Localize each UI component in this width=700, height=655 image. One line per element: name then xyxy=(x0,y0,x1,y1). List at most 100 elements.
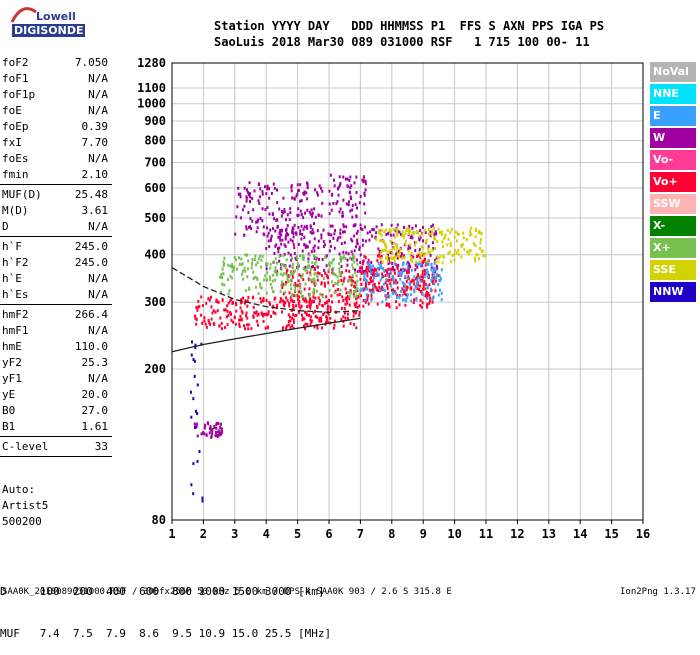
echo-point xyxy=(435,275,438,279)
legend-item: NNW xyxy=(650,282,696,302)
echo-point xyxy=(297,295,300,299)
echo-point xyxy=(235,215,238,219)
echo-point xyxy=(300,212,303,216)
echo-point xyxy=(400,271,403,275)
y-tick-label: 80 xyxy=(152,513,166,527)
echo-point xyxy=(341,211,344,215)
echo-point xyxy=(355,294,358,298)
echo-point xyxy=(439,255,442,259)
echo-point xyxy=(408,224,411,228)
echo-point xyxy=(451,253,454,257)
echo-point xyxy=(317,296,320,300)
echo-point xyxy=(370,268,373,272)
echo-point xyxy=(355,245,358,249)
echo-point xyxy=(433,232,436,236)
echo-point xyxy=(432,247,435,251)
y-tick-label: 700 xyxy=(144,155,166,169)
echo-point xyxy=(279,238,282,242)
echo-point xyxy=(349,291,352,295)
echo-point xyxy=(348,297,351,301)
echo-point xyxy=(381,261,384,265)
echo-point xyxy=(479,238,482,242)
echo-point xyxy=(313,262,316,266)
echo-point xyxy=(243,204,246,208)
echo-point xyxy=(359,289,362,293)
echo-point xyxy=(418,276,421,280)
echo-point xyxy=(341,295,344,299)
legend-item: X+ xyxy=(650,238,696,258)
echo-point xyxy=(331,271,334,275)
echo-point xyxy=(313,256,316,260)
param-value: 0.39 xyxy=(81,120,109,133)
echo-point xyxy=(367,281,370,285)
echo-point xyxy=(383,242,386,246)
echo-point xyxy=(402,282,405,286)
echo-point xyxy=(265,277,268,281)
echo-point xyxy=(441,261,444,265)
echo-point xyxy=(270,192,273,196)
echo-point xyxy=(405,285,408,289)
echo-point xyxy=(265,267,268,271)
echo-point xyxy=(242,277,245,281)
x-tick-label: 16 xyxy=(636,527,650,541)
echo-point xyxy=(371,273,374,277)
echo-point xyxy=(349,278,352,282)
echo-point xyxy=(292,235,295,239)
echo-point xyxy=(413,288,416,292)
echo-point xyxy=(247,327,250,331)
echo-point xyxy=(349,186,352,190)
echo-point xyxy=(283,243,286,247)
echo-point xyxy=(365,279,368,283)
echo-point xyxy=(340,265,343,269)
echo-point xyxy=(219,422,222,426)
echo-point xyxy=(347,200,350,204)
echo-point xyxy=(366,274,369,278)
echo-point xyxy=(349,195,352,199)
echo-point xyxy=(291,256,294,260)
echo-point xyxy=(352,310,355,314)
echo-point xyxy=(270,234,273,238)
echo-point xyxy=(391,241,394,245)
echo-point xyxy=(259,254,262,258)
echo-point xyxy=(284,264,287,268)
x-tick-label: 11 xyxy=(479,527,493,541)
auto-label: Auto: xyxy=(2,483,36,496)
echo-point xyxy=(234,232,237,236)
echo-point xyxy=(419,229,422,233)
echo-point xyxy=(438,274,441,278)
echo-point xyxy=(405,299,408,303)
param-name: C-level xyxy=(2,440,49,453)
echo-point xyxy=(362,178,365,182)
echo-point xyxy=(207,297,210,301)
echo-point xyxy=(245,188,248,192)
echo-point xyxy=(285,233,288,237)
echo-point xyxy=(375,286,378,290)
echo-point xyxy=(388,305,391,309)
echo-point xyxy=(262,319,265,323)
echo-point xyxy=(239,216,242,220)
echo-point xyxy=(316,306,319,310)
auto-version: 500200 xyxy=(2,515,42,528)
echo-point xyxy=(255,220,258,224)
echo-point xyxy=(316,278,319,282)
echo-point xyxy=(479,247,482,251)
echo-point xyxy=(452,253,455,257)
echo-point xyxy=(484,254,487,258)
echo-point xyxy=(261,219,264,223)
echo-point xyxy=(293,300,296,304)
param-name: yF2 xyxy=(2,356,22,369)
echo-point xyxy=(288,264,291,268)
echo-point xyxy=(306,322,309,326)
echo-point xyxy=(431,271,434,275)
echo-point xyxy=(227,301,230,305)
echo-point xyxy=(420,275,423,279)
echo-point xyxy=(210,317,213,321)
echo-point xyxy=(349,276,352,280)
echo-point xyxy=(355,175,358,179)
echo-point xyxy=(322,245,325,249)
echo-point xyxy=(355,326,358,330)
echo-point xyxy=(355,190,358,194)
echo-point xyxy=(198,449,201,453)
echo-point xyxy=(328,262,331,266)
echo-point xyxy=(354,311,357,315)
